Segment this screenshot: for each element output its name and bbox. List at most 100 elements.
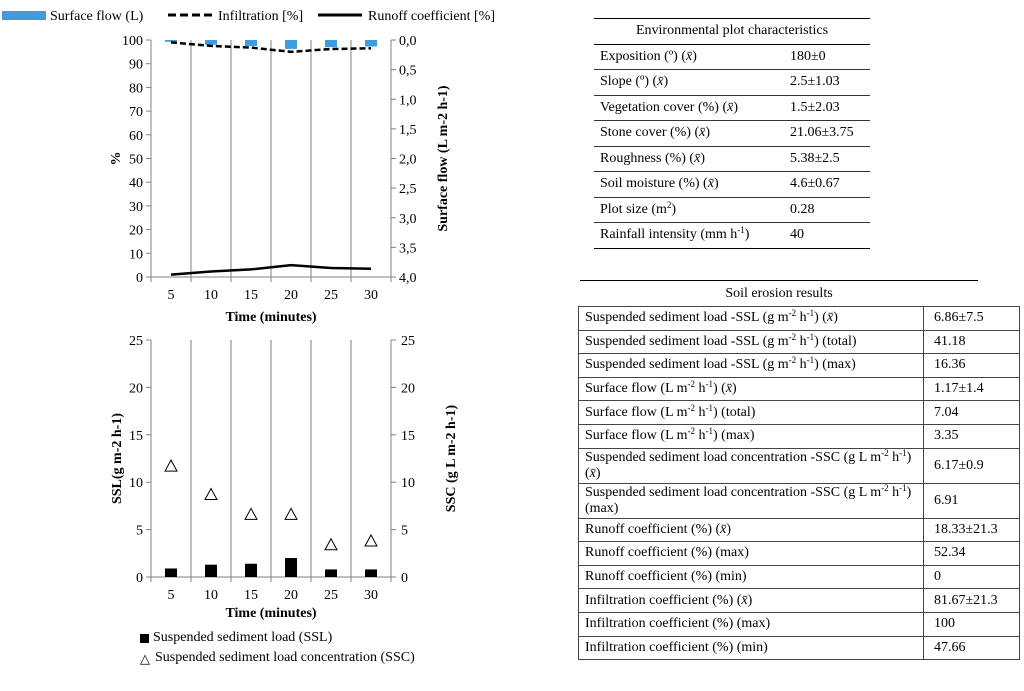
legend-ssl: Suspended sediment load (SSL)	[140, 628, 415, 648]
right-y-axis-title: SSC (g L m-2 h-1)	[444, 404, 459, 512]
env-row-label: Plot size (m2)	[594, 197, 784, 223]
env-row-value: 4.6±0.67	[784, 171, 870, 198]
soil-row-label: Runoff coefficient (%) (min)	[578, 564, 924, 590]
right-y-tick-label: 3,0	[399, 212, 417, 227]
right-y-tick-label: 2,5	[399, 182, 417, 197]
table-row: Surface flow (L m-2 h-1) (max) 3.35	[578, 423, 1020, 449]
top-chart-legend: Surface flow (L) Infiltration [%] Runoff…	[2, 9, 495, 24]
ssl-bar	[325, 569, 337, 577]
left-y-tick-label: 0	[136, 571, 143, 586]
left-y-tick-label: 0	[136, 271, 143, 286]
legend-ssl-label: Suspended sediment load (SSL)	[153, 630, 333, 645]
left-y-tick-label: 5	[136, 524, 143, 539]
surface-flow-bar	[245, 40, 257, 46]
surface-flow-bar	[285, 40, 297, 49]
ssl-bar	[205, 564, 217, 577]
env-row-value: 40	[784, 222, 870, 249]
soil-row-value: 6.17±0.9	[923, 447, 1020, 484]
left-y-tick-label: 30	[129, 200, 143, 215]
soil-row-label: Runoff coefficient (%) (max)	[578, 541, 924, 566]
left-y-tick-label: 10	[129, 476, 143, 491]
x-tick-label: 20	[284, 288, 298, 303]
soil-row-value: 1.17±1.4	[923, 376, 1020, 402]
soil-row-label: Surface flow (L m-2 h-1) (max)	[578, 423, 924, 449]
soil-row-value: 6.91	[923, 482, 1020, 519]
table-row: Suspended sediment load -SSL (g m-2 h-1)…	[578, 306, 1020, 331]
right-y-tick-label: 15	[401, 429, 415, 444]
x-axis-title: Time (minutes)	[225, 310, 316, 325]
right-y-tick-label: 4,0	[399, 271, 417, 286]
legend-surface-flow-label: Surface flow (L)	[50, 9, 144, 24]
x-tick-label: 20	[284, 588, 298, 603]
ssl-bar	[285, 558, 297, 577]
left-y-tick-label: 25	[129, 334, 143, 349]
soil-row-value: 52.34	[923, 541, 1020, 566]
right-y-tick-label: 1,0	[399, 93, 417, 108]
ssc-triangle-marker	[164, 459, 178, 472]
env-row-value: 21.06±3.75	[784, 120, 870, 147]
env-row-value: 1.5±2.03	[784, 95, 870, 121]
x-axis-title: Time (minutes)	[225, 606, 316, 621]
surface-flow-bar	[365, 40, 377, 47]
left-y-tick-label: 20	[129, 224, 143, 239]
left-y-axis-title: %	[109, 152, 124, 166]
table-row: Suspended sediment load -SSL (g m-2 h-1)…	[578, 353, 1020, 378]
soil-row-label: Infiltration coefficient (%) (max)	[578, 611, 924, 637]
right-y-tick-label: 0	[401, 571, 408, 586]
table-row: Plot size (m2) 0.28	[594, 197, 870, 223]
left-y-tick-label: 10	[129, 247, 143, 262]
env-row-label: Stone cover (%) (x̄)	[594, 120, 784, 147]
table-row: Vegetation cover (%) (x̄) 1.5±2.03	[594, 95, 870, 121]
ssc-triangle-marker	[324, 537, 338, 551]
soil-row-value: 16.36	[923, 353, 1020, 378]
soil-row-value: 100	[923, 611, 1020, 637]
env-row-value: 5.38±2.5	[784, 146, 870, 172]
x-tick-label: 10	[204, 288, 218, 303]
surface-flow-bar	[325, 40, 337, 48]
right-y-tick-label: 2,0	[399, 153, 417, 168]
soil-row-label: Surface flow (L m-2 h-1) (total)	[578, 400, 924, 425]
legend-ssl-square-icon	[140, 633, 149, 643]
table-row: Surface flow (L m-2 h-1) (total) 7.04	[578, 400, 1020, 425]
table-row: Infiltration coefficient (%) (max) 100	[578, 611, 1020, 637]
table-row: Suspended sediment load concentration -S…	[578, 447, 1020, 484]
x-tick-label: 10	[204, 588, 218, 603]
table-row: Suspended sediment load concentration -S…	[578, 482, 1020, 519]
ssl-ssc-chart: 0 5 10 15 20 25 0 5 10 15 20 25 5 10 15 20 25 30 Time (min…	[110, 334, 459, 621]
soil-row-label: Infiltration coefficient (%) (x̄)	[578, 588, 924, 613]
right-y-tick-label: 0,0	[399, 34, 417, 49]
right-y-tick-label: 10	[401, 476, 415, 491]
surface-flow-bar	[165, 40, 177, 42]
x-tick-label: 30	[364, 588, 378, 603]
environmental-plot-characteristics-table: Environmental plot characteristics Exposi…	[594, 18, 870, 249]
left-y-tick-label: 40	[129, 176, 143, 191]
legend-ssc-label: Suspended sediment load concentration (S…	[155, 650, 415, 665]
soil-row-label: Suspended sediment load -SSL (g m-2 h-1)…	[578, 353, 924, 378]
soil-row-label: Suspended sediment load concentration -S…	[578, 447, 924, 484]
env-row-value: 0.28	[784, 197, 870, 223]
soil-erosion-results-table: Suspended sediment load -SSL (g m-2 h-1)…	[578, 306, 1020, 661]
table-row: Exposition (º) (x̄) 180±0	[594, 44, 870, 70]
ssc-triangle-marker	[284, 507, 298, 520]
right-y-axis-title: Surface flow (L m-2 h-1)	[436, 85, 451, 232]
left-y-tick-label: 80	[129, 81, 143, 96]
table-row: Soil moisture (%) (x̄) 4.6±0.67	[594, 171, 870, 198]
left-y-tick-label: 90	[129, 58, 143, 73]
env-row-label: Rainfall intensity (mm h-1)	[594, 222, 784, 249]
legend-ssc: △ Suspended sediment load concentration …	[140, 648, 415, 668]
left-y-tick-label: 15	[129, 429, 143, 444]
ssc-triangle-marker	[364, 533, 378, 547]
soil-row-value: 41.18	[923, 329, 1020, 355]
legend-surface-flow-swatch	[2, 11, 46, 20]
x-tick-label: 25	[324, 588, 338, 603]
x-tick-label: 5	[168, 588, 175, 603]
ssc-triangle-marker	[244, 507, 258, 520]
table-row: Surface flow (L m-2 h-1) (x̄) 1.17±1.4	[578, 376, 1020, 402]
ssc-triangle-marker	[204, 487, 218, 501]
soil-row-label: Infiltration coefficient (%) (min)	[578, 635, 924, 661]
left-y-tick-label: 100	[122, 34, 143, 49]
soil-row-label: Suspended sediment load concentration -S…	[578, 482, 924, 519]
table-row: Runoff coefficient (%) (min) 0	[578, 564, 1020, 590]
x-tick-label: 15	[244, 588, 258, 603]
legend-runoff-label: Runoff coefficient [%]	[368, 9, 495, 24]
